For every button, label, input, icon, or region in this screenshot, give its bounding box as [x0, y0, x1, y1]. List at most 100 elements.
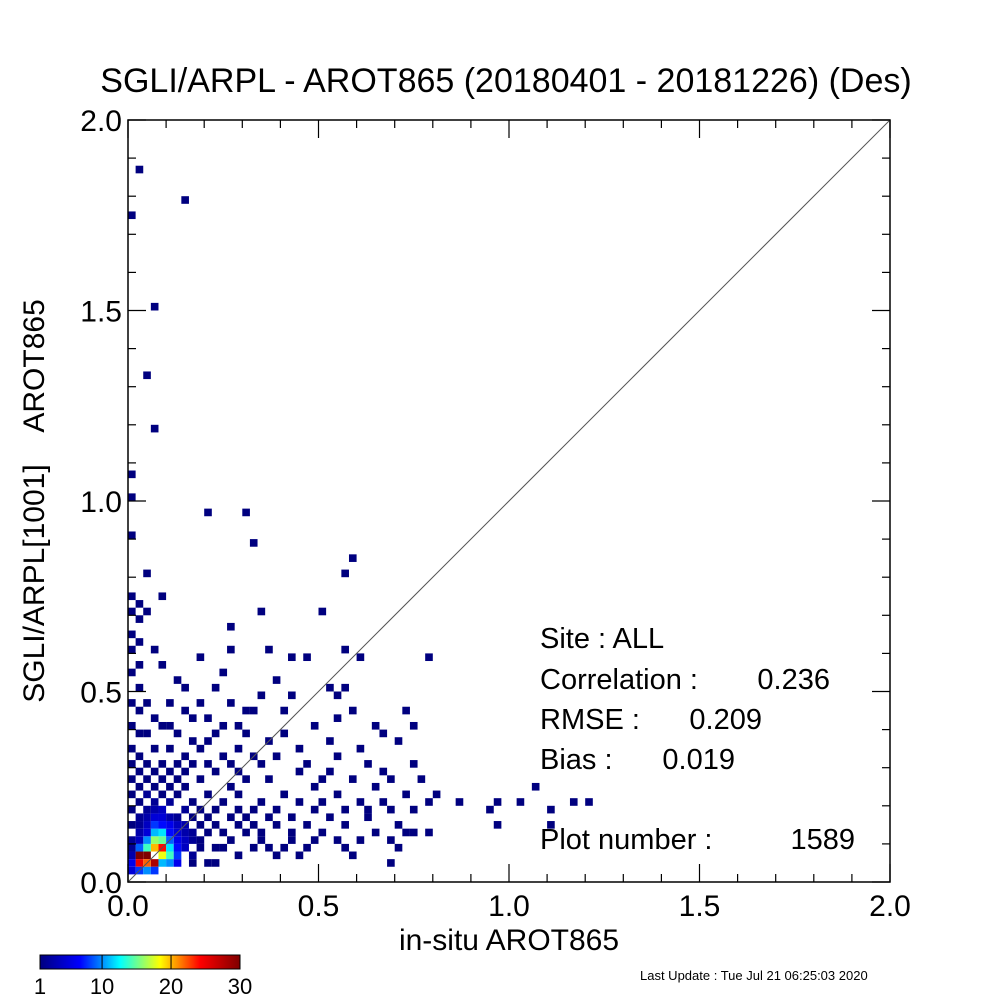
heatmap-cell [242, 706, 250, 715]
heatmap-cell [402, 790, 410, 799]
heatmap-cell [135, 859, 144, 867]
heatmap-cell [249, 539, 258, 547]
heatmap-cell [211, 729, 220, 738]
heatmap-cell [493, 798, 502, 806]
last-update-label: Last Update : Tue Jul 21 06:25:03 2020 [640, 968, 868, 983]
heatmap-cell [356, 653, 365, 662]
heatmap-cell [188, 851, 197, 860]
heatmap-cell [158, 813, 167, 822]
heatmap-cell [227, 760, 235, 768]
heatmap-cell [272, 676, 281, 684]
heatmap-cell [371, 721, 380, 730]
heatmap-cell [150, 859, 159, 867]
heatmap-cell [585, 798, 593, 806]
heatmap-cell [318, 775, 327, 783]
heatmap-cell [257, 607, 266, 616]
heatmap-cell [364, 813, 372, 822]
heatmap-cell [158, 851, 167, 860]
heatmap-cell [227, 836, 235, 844]
heatmap-cell [173, 859, 182, 867]
heatmap-cell [394, 821, 403, 829]
stats-bias-label: Bias : [540, 744, 613, 776]
heatmap-cell [417, 775, 426, 783]
heatmap-cell [143, 569, 151, 578]
stats-rmse-value: 0.209 [689, 704, 762, 736]
heatmap-cell [257, 836, 266, 844]
heatmap-cell [128, 790, 136, 799]
heatmap-cell [348, 851, 357, 860]
heatmap-cell [318, 828, 327, 837]
heatmap-cell [219, 798, 228, 806]
heatmap-cell [166, 821, 174, 829]
heatmap-cell [128, 760, 136, 768]
heatmap-cell [326, 767, 334, 776]
heatmap-cell [394, 843, 403, 852]
heatmap-cell [128, 851, 136, 860]
heatmap-cell [280, 843, 289, 852]
y-tick-label: 2.0 [80, 105, 122, 138]
heatmap-cell [432, 790, 441, 799]
stats-correlation-label: Correlation : [540, 664, 698, 696]
heatmap-cell [181, 828, 189, 837]
heatmap-cell [341, 645, 349, 654]
heatmap-cell [303, 653, 311, 662]
heatmap-cell [143, 760, 151, 768]
heatmap-cell [173, 760, 182, 768]
stats-correlation-value: 0.236 [757, 664, 830, 696]
heatmap-cell [135, 600, 144, 608]
heatmap-cell [158, 775, 167, 783]
heatmap-cell [143, 836, 151, 844]
heatmap-cell [234, 790, 243, 799]
heatmap-cell [204, 859, 212, 867]
heatmap-cell [288, 836, 296, 844]
heatmap-cell [348, 775, 357, 783]
colorbar-tick-label: 10 [90, 974, 114, 999]
heatmap-cell [333, 691, 342, 700]
heatmap-cell [402, 828, 410, 837]
heatmap-cell [128, 744, 136, 753]
heatmap-cell [219, 828, 228, 837]
heatmap-cell [143, 805, 151, 814]
heatmap-cell [387, 859, 395, 867]
heatmap-cell [181, 196, 189, 204]
heatmap-cell [234, 851, 243, 860]
stats-plot-number-label: Plot number : [540, 824, 712, 856]
heatmap-cell [166, 767, 174, 776]
heatmap-cell [364, 760, 372, 768]
heatmap-cell [455, 798, 464, 806]
heatmap-cell [371, 782, 380, 791]
heatmap-cell [150, 714, 159, 722]
heatmap-cell [128, 775, 136, 783]
heatmap-cell [150, 767, 159, 776]
heatmap-cell [493, 821, 502, 829]
heatmap-cell [143, 371, 151, 380]
heatmap-cell [333, 752, 342, 761]
heatmap-cell [242, 729, 250, 738]
heatmap-cell [356, 836, 365, 844]
heatmap-cell [173, 813, 182, 822]
heatmap-cell [227, 782, 235, 791]
heatmap-cell [135, 706, 144, 715]
heatmap-cell [257, 691, 266, 700]
heatmap-cell [181, 782, 189, 791]
heatmap-cell [143, 813, 151, 822]
y-tick-label: 1.0 [80, 486, 122, 519]
heatmap-cell [188, 714, 197, 722]
heatmap-cell [333, 790, 342, 799]
heatmap-cell [181, 836, 189, 844]
colorbar-tick-label: 20 [159, 974, 183, 999]
heatmap-cell [128, 211, 136, 220]
heatmap-cell [188, 737, 197, 745]
heatmap-cell [150, 828, 159, 837]
heatmap-cell [158, 760, 167, 768]
axis-ticks: 0.0 0.5 1.0 1.5 2.0 0.0 0.5 1.0 1.5 2.0 [80, 105, 911, 923]
heatmap-cell [143, 821, 151, 829]
heatmap-cell [135, 661, 144, 669]
heatmap-cell [204, 813, 212, 822]
heatmap-cell [379, 798, 388, 806]
heatmap-cell [173, 676, 182, 684]
heatmap-cell [409, 721, 418, 730]
x-axis-label: in-situ AROT865 [399, 924, 619, 957]
heatmap-cell [310, 782, 319, 791]
heatmap-cell [128, 821, 136, 829]
